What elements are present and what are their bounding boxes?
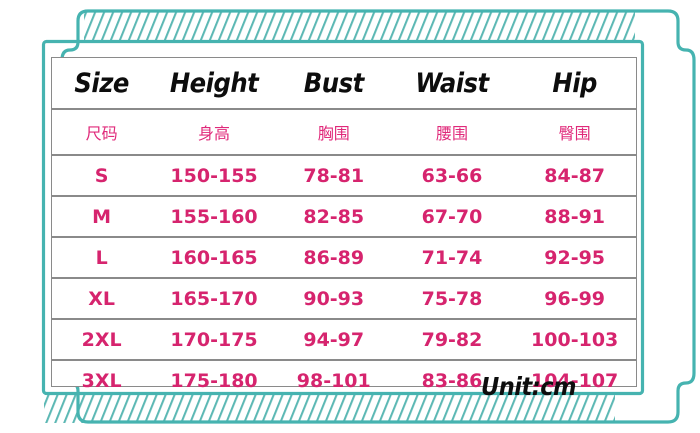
cell-waist: 83-86: [421, 369, 483, 392]
cell-hip: 96-99: [513, 278, 636, 320]
size-table-container: Size Height Bust Waist Hip 尺码 身高 胸围 腰围 臀…: [51, 57, 637, 392]
cell-height: 150-155: [151, 155, 277, 197]
table-row: XL 165-170 90-93 75-78 96-99: [52, 278, 636, 320]
cell-height: 155-160: [151, 196, 277, 238]
cell-height: 160-165: [151, 237, 277, 279]
cell-waist: 71-74: [390, 237, 514, 279]
header-hip-en: Hip: [513, 58, 636, 110]
table-row: L 160-165 86-89 71-74 92-95: [52, 237, 636, 279]
table-row: 2XL 170-175 94-97 79-82 100-103: [52, 319, 636, 361]
header-hip-zh: 臀围: [513, 109, 636, 156]
cell-height: 170-175: [151, 319, 277, 361]
cell-hip: 84-87: [513, 155, 636, 197]
cell-hip: 88-91: [513, 196, 636, 238]
cell-waist: 79-82: [390, 319, 514, 361]
size-table: Size Height Bust Waist Hip 尺码 身高 胸围 腰围 臀…: [52, 58, 636, 400]
cell-hip: 92-95: [513, 237, 636, 279]
hatch-band-top: [84, 11, 635, 42]
cell-bust: 78-81: [276, 155, 391, 197]
cell-size: S: [52, 155, 152, 197]
cell-bust: 90-93: [276, 278, 391, 320]
cell-height: 175-180: [170, 369, 258, 392]
cell-size: M: [52, 196, 152, 238]
header-size-en: Size: [52, 58, 152, 110]
cell-bust: 86-89: [276, 237, 391, 279]
cell-bust: 98-101: [296, 369, 371, 392]
cell-waist: 75-78: [390, 278, 514, 320]
cell-size: XL: [52, 278, 152, 320]
header-bust-en: Bust: [276, 58, 391, 110]
table-header-row-zh: 尺码 身高 胸围 腰围 臀围: [52, 109, 636, 156]
header-height-en: Height: [151, 58, 277, 110]
header-bust-zh: 胸围: [276, 109, 391, 156]
cell-waist: 63-66: [390, 155, 514, 197]
table-row: 3XL 175-180 98-101 83-86 104-107: [52, 360, 636, 400]
table-row: M 155-160 82-85 67-70 88-91: [52, 196, 636, 238]
cell-height: 165-170: [151, 278, 277, 320]
table-header-row-en: Size Height Bust Waist Hip: [52, 58, 636, 110]
cell-hip: 100-103: [513, 319, 636, 361]
header-waist-en: Waist: [390, 58, 514, 110]
unit-label: Unit:cm: [481, 372, 577, 401]
cell-waist: 67-70: [390, 196, 514, 238]
cell-bust: 82-85: [276, 196, 391, 238]
table-row: S 150-155 78-81 63-66 84-87: [52, 155, 636, 197]
cell-size: 2XL: [52, 319, 152, 361]
header-size-zh: 尺码: [52, 109, 152, 156]
cell-size: 3XL: [81, 369, 122, 392]
cell-bust: 94-97: [276, 319, 391, 361]
header-height-zh: 身高: [151, 109, 277, 156]
cell-hip: 104-107: [531, 369, 619, 392]
header-waist-zh: 腰围: [390, 109, 514, 156]
cell-size: L: [52, 237, 152, 279]
